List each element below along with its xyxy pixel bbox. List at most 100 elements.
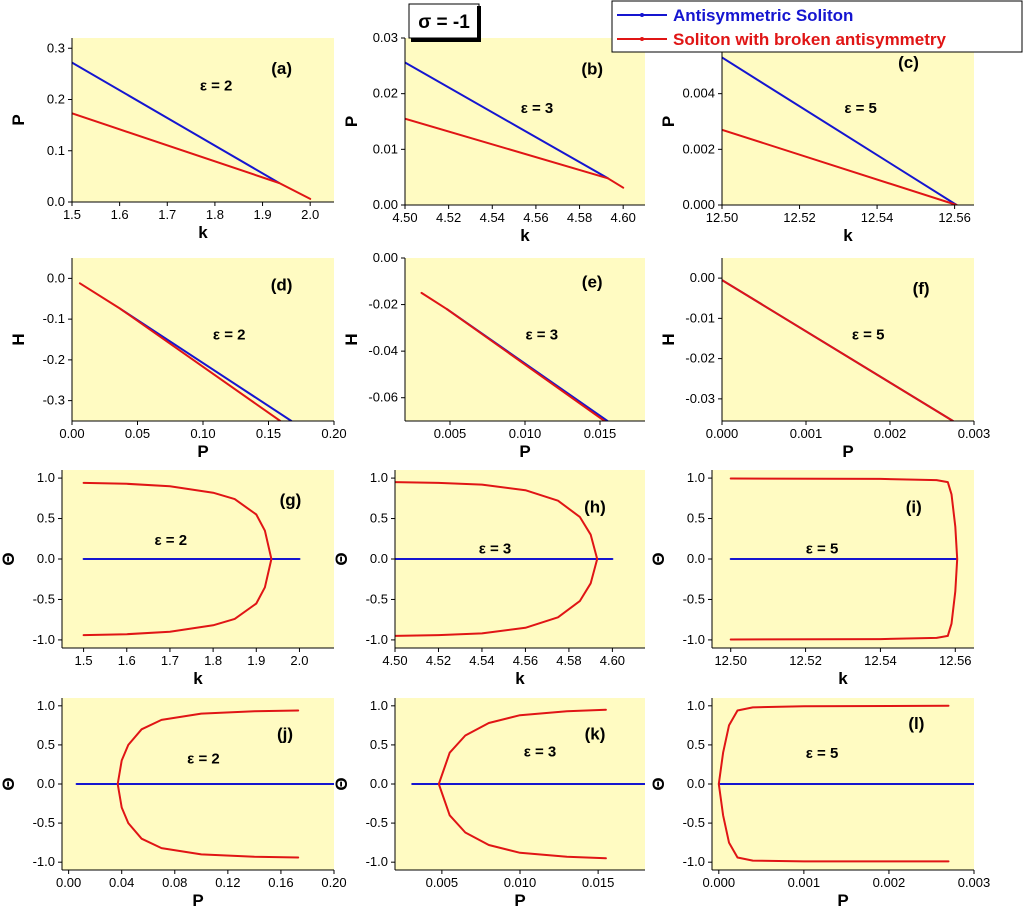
y-tick-label-i: 0.0 [687,551,705,566]
y-tick-label-e: 0.00 [373,250,398,265]
y-tick-label-g: -0.5 [33,591,55,606]
panel-e: 0.005 0.010 0.015 0.00 -0.02 -0.04 -0.06 P H (e) ε… [342,250,645,461]
legend-label-broken: Soliton with broken antisymmetry [673,30,947,49]
series-group-f [722,279,954,421]
y-axis-label-f: H [659,333,678,345]
y-tick-label-f: 0.00 [690,270,715,285]
y-tick-label-h: 0.5 [370,511,388,526]
panels: 1.5 1.6 1.7 1.8 1.9 2.0 0.0 0.1 0.2 0.3 k P (a) ε = 2… [0,30,990,910]
y-tick-label-h: -1.0 [366,632,388,647]
epsilon-annotation-c: ε = 5 [844,100,877,117]
epsilon-annotation-b: ε = 3 [521,100,554,117]
x-axis-label-f: P [842,442,853,461]
y-tick-label-j: 0.0 [37,776,55,791]
series-line-e-broken [420,291,606,421]
series-group-i [729,477,959,641]
panel-label-b: (b) [581,60,603,79]
x-tick-label-g: 1.9 [247,653,265,668]
series-line-c-antisymmetric [722,56,958,205]
panel-a: 1.5 1.6 1.7 1.8 1.9 2.0 0.0 0.1 0.2 0.3 k P (a) ε = 2 [9,38,334,242]
x-axis-label-j: P [192,891,203,910]
panel-label-c: (c) [898,53,919,72]
series-group-a [72,61,312,200]
y-tick-label-h: 1.0 [370,470,388,485]
y-tick-label-j: 1.0 [37,698,55,713]
x-tick-label-b: 4.58 [567,210,592,225]
x-tick-label-f: 0.000 [706,426,739,441]
series-line-j-broken [116,709,300,859]
panel-label-j: (j) [277,724,293,743]
y-tick-label-k: 0.0 [370,776,388,791]
panel-j: 0.00 0.04 0.08 0.12 0.16 0.20 1.0 0.5 0.0 -0.5 -1.… [0,698,347,910]
series-line-d-broken [78,282,282,421]
x-tick-label-e: 0.005 [434,426,467,441]
x-tick-label-l: 0.002 [873,875,906,890]
x-tick-label-g: 1.5 [75,653,93,668]
y-tick-label-b: 0.02 [373,86,398,101]
x-tick-label-b: 4.52 [436,210,461,225]
x-tick-label-a: 1.6 [111,207,129,222]
y-tick-label-b: 0.03 [373,30,398,45]
y-tick-label-f: -0.03 [685,391,715,406]
panel-label-a: (a) [271,59,292,78]
series-group-h [395,481,614,637]
y-tick-label-h: 0.0 [370,551,388,566]
x-axis-label-l: P [837,891,848,910]
x-tick-label-i: 12.52 [789,653,822,668]
y-tick-label-c: 0.000 [682,197,715,212]
x-tick-label-d: 0.20 [321,426,346,441]
x-tick-label-l: 0.000 [703,875,736,890]
epsilon-annotation-g: ε = 2 [155,532,188,549]
x-tick-label-c: 12.54 [861,210,894,225]
y-tick-label-b: 0.01 [373,141,398,156]
epsilon-annotation-d: ε = 2 [213,327,246,344]
y-tick-label-d: -0.3 [43,393,65,408]
y-tick-label-g: 0.0 [37,551,55,566]
epsilon-annotation-e: ε = 3 [526,327,559,344]
series-group-k [411,708,645,860]
series-group-e [420,291,609,421]
y-tick-label-d: -0.1 [43,311,65,326]
plot-area-d [72,258,334,421]
y-tick-label-a: 0.2 [47,92,65,107]
series-line-d-antisymmetric [119,307,293,421]
y-tick-label-k: 1.0 [370,698,388,713]
y-tick-label-g: 0.5 [37,511,55,526]
y-tick-label-k: 0.5 [370,737,388,752]
x-axis-label-g: k [193,669,203,688]
series-line-g-broken [82,481,273,637]
x-tick-label-d: 0.05 [125,426,150,441]
y-tick-label-l: 0.0 [687,776,705,791]
plot-area-e [405,258,645,421]
x-tick-label-h: 4.52 [426,653,451,668]
y-tick-label-g: 1.0 [37,470,55,485]
y-tick-label-e: -0.04 [368,343,398,358]
y-axis-label-j: Θ [0,777,18,790]
y-tick-label-g: -1.0 [33,632,55,647]
x-axis-label-k: P [514,891,525,910]
x-tick-label-g: 1.6 [118,653,136,668]
panel-d: 0.00 0.05 0.10 0.15 0.20 0.0 -0.1 -0.2 -0.3 P H (d)… [9,258,347,461]
x-tick-label-f: 0.002 [874,426,907,441]
legend-marker-broken [640,37,644,41]
y-tick-label-i: 0.5 [687,511,705,526]
y-axis-label-e: H [342,333,361,345]
y-tick-label-c: 0.004 [682,86,715,101]
y-axis-label-c: P [659,116,678,127]
x-axis-label-d: P [197,442,208,461]
x-tick-label-d: 0.00 [59,426,84,441]
series-group-d [78,282,293,421]
series-group-b [405,61,625,189]
y-tick-label-c: 0.002 [682,141,715,156]
x-tick-label-l: 0.001 [788,875,821,890]
x-tick-label-j: 0.20 [321,875,346,890]
sigma-label: σ = -1 [418,12,470,33]
panel-g: 1.5 1.6 1.7 1.8 1.9 2.0 1.0 0.5 0.0 -0.5 -1.0 k Θ (g)… [0,470,334,688]
y-tick-label-f: -0.01 [685,310,715,325]
sigma-box: σ = -1 [408,3,481,42]
x-tick-label-h: 4.56 [513,653,538,668]
y-tick-label-b: 0.00 [373,197,398,212]
legend: Antisymmetric Soliton Soliton with broke… [611,0,1023,53]
panel-i: 12.50 12.52 12.54 12.56 1.0 0.5 0.0 -0.5 -1.0 k Θ (… [649,470,974,688]
